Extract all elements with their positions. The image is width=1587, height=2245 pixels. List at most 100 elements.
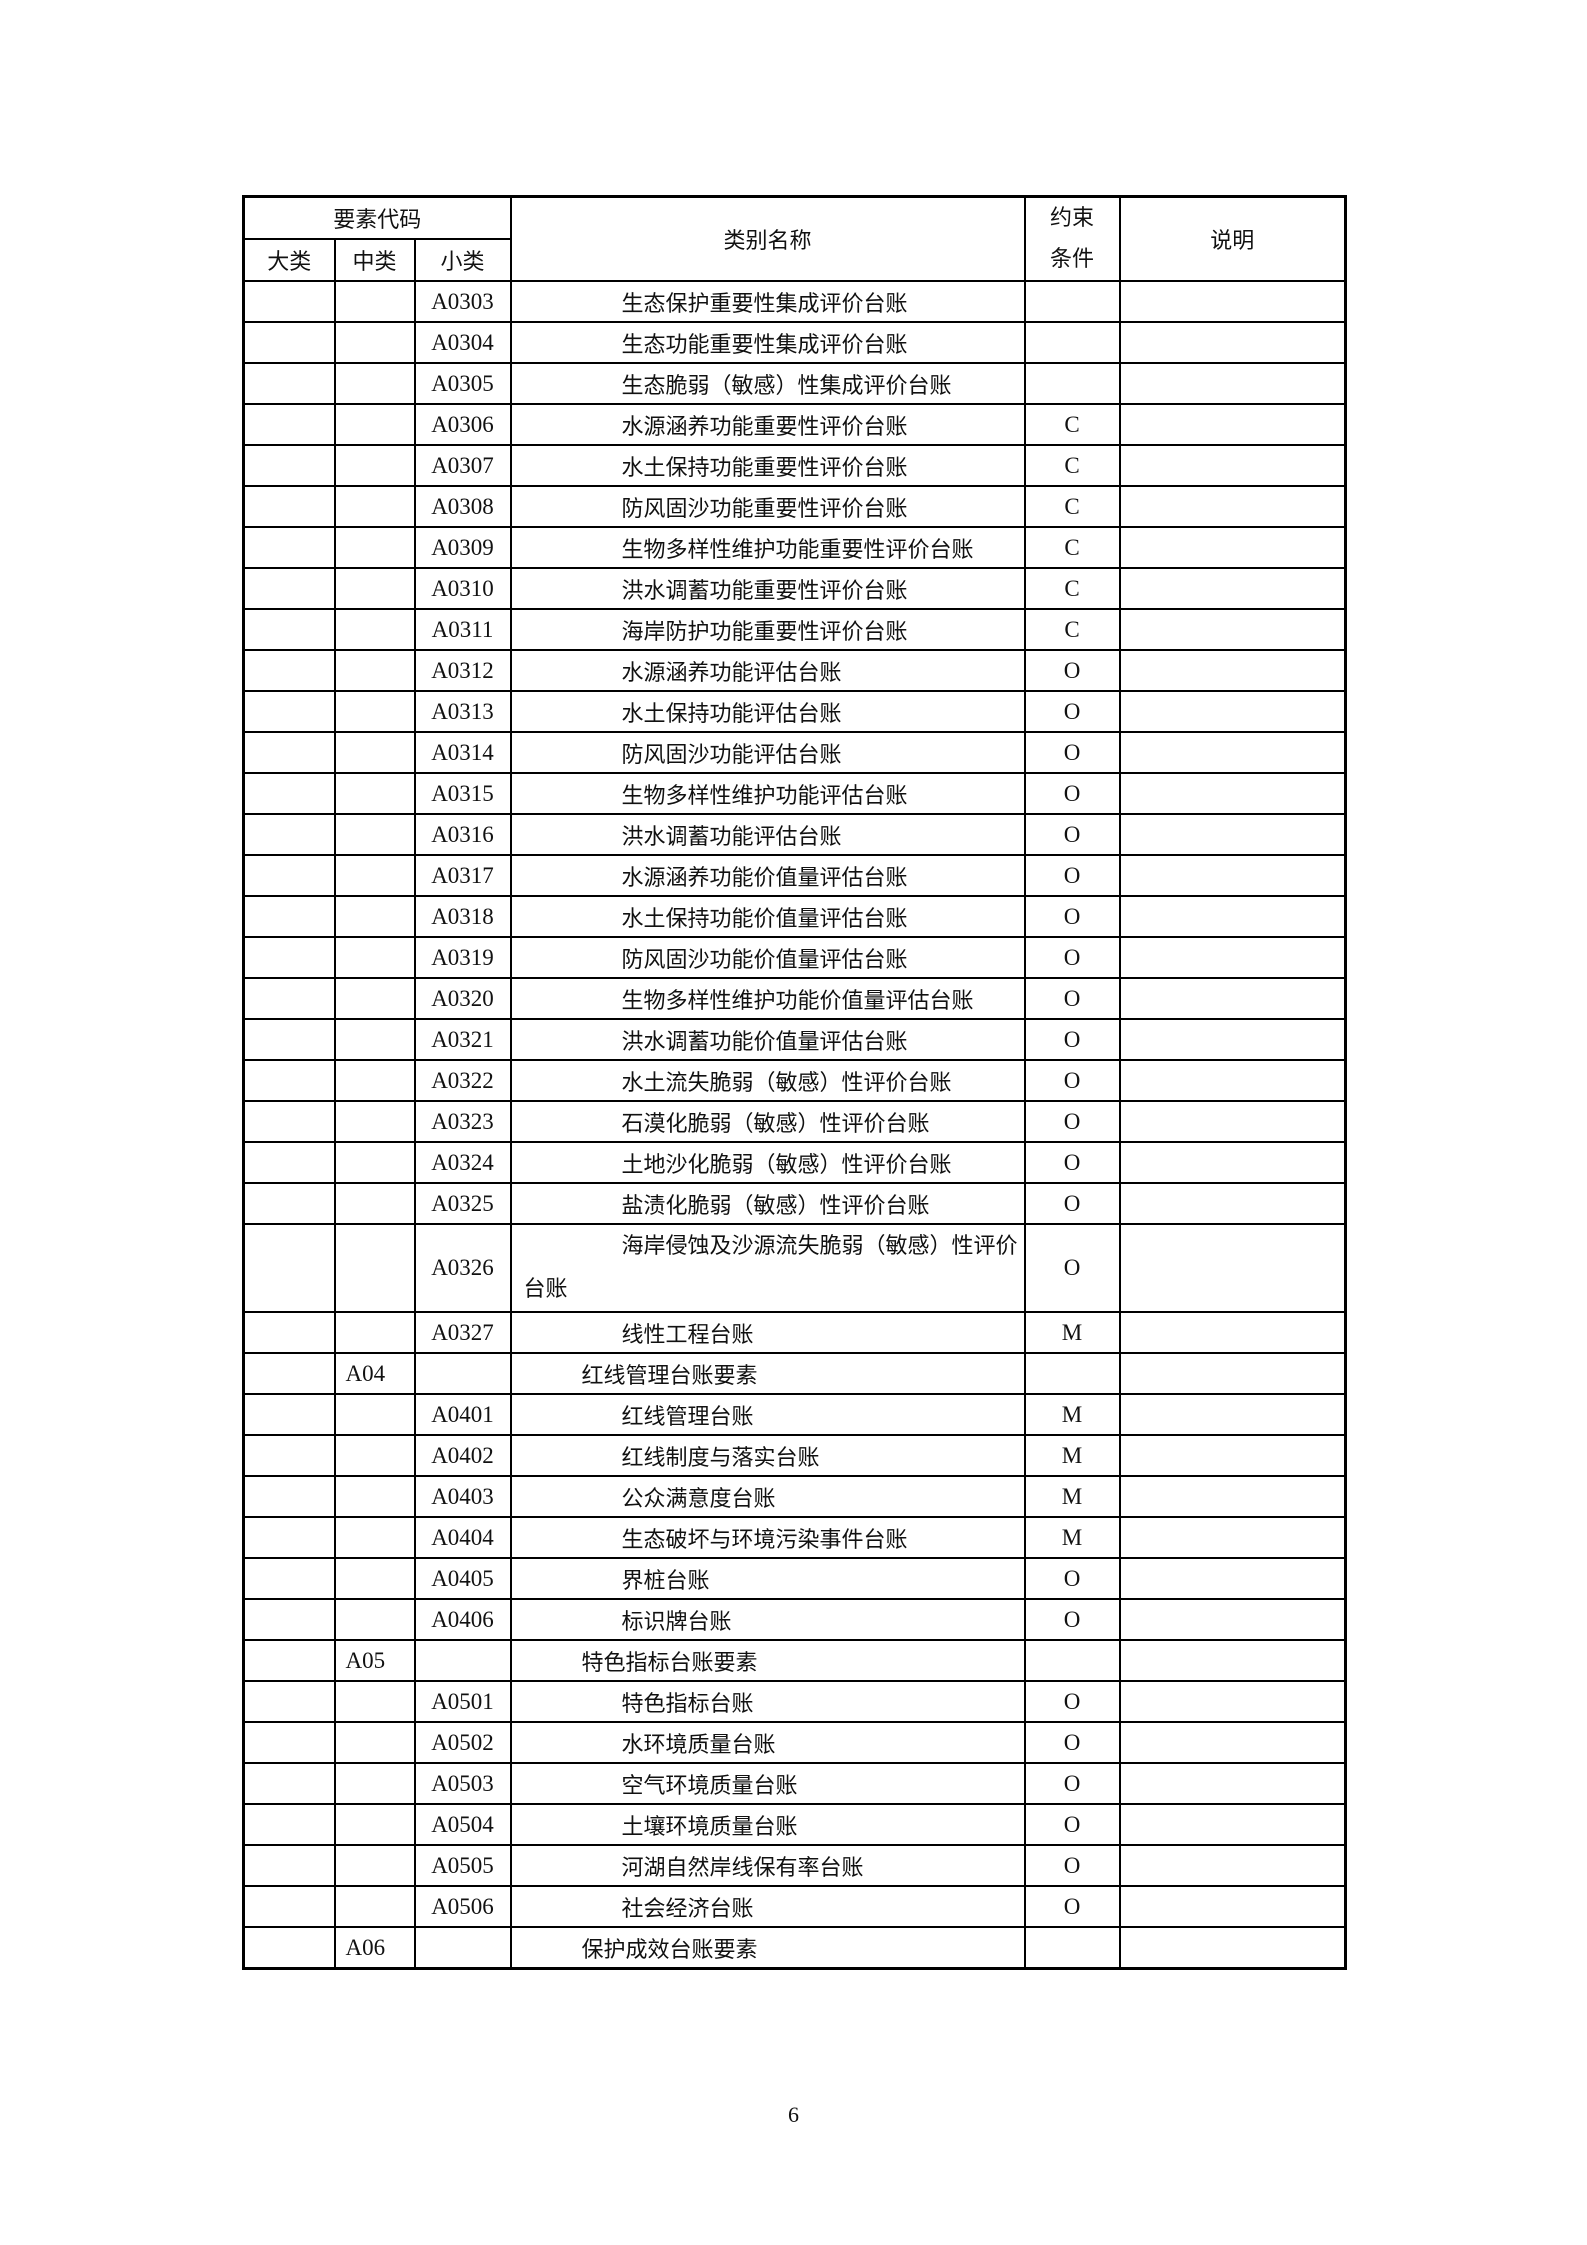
table-row: A0304 生态功能重要性集成评价台账 — [242, 321, 1347, 364]
note-cell — [1118, 403, 1347, 446]
minor-code-cell: A0404 — [413, 1516, 512, 1559]
major-cell — [242, 936, 336, 979]
page-number: 6 — [788, 2102, 799, 2127]
major-cell — [242, 1059, 336, 1102]
category-name-cell: 公众满意度台账 — [509, 1475, 1026, 1518]
major-cell — [242, 977, 336, 1020]
middle-code-cell — [333, 1598, 416, 1641]
table-row: A0324 土地沙化脆弱（敏感）性评价台账 O — [242, 1141, 1347, 1184]
table-row: A05 特色指标台账要素 — [242, 1639, 1347, 1682]
minor-code-cell: A0304 — [413, 321, 512, 364]
note-cell — [1118, 1475, 1347, 1518]
middle-code-cell — [333, 1885, 416, 1928]
constraint-cell: C — [1023, 526, 1121, 569]
minor-code-cell: A0317 — [413, 854, 512, 897]
major-cell — [242, 1182, 336, 1225]
note-cell — [1118, 936, 1347, 979]
major-cell — [242, 1223, 336, 1313]
minor-code-cell: A0309 — [413, 526, 512, 569]
middle-code-cell — [333, 321, 416, 364]
middle-code-cell — [333, 854, 416, 897]
note-cell — [1118, 280, 1347, 323]
major-cell — [242, 526, 336, 569]
middle-code-cell — [333, 1059, 416, 1102]
table-row: A0327 线性工程台账 M — [242, 1311, 1347, 1354]
major-cell — [242, 1885, 336, 1928]
middle-code-cell — [333, 690, 416, 733]
minor-code-cell: A0324 — [413, 1141, 512, 1184]
category-name-cell: 水源涵养功能价值量评估台账 — [509, 854, 1026, 897]
major-cell — [242, 362, 336, 405]
category-name-cell: 生态脆弱（敏感）性集成评价台账 — [509, 362, 1026, 405]
middle-code-cell — [333, 1557, 416, 1600]
header-constraint: 约束条件 — [1023, 195, 1121, 282]
constraint-cell: O — [1023, 1182, 1121, 1225]
constraint-cell: O — [1023, 1018, 1121, 1061]
middle-code-cell — [333, 936, 416, 979]
minor-code-cell: A0306 — [413, 403, 512, 446]
major-cell — [242, 1100, 336, 1143]
major-cell — [242, 608, 336, 651]
middle-code-cell — [333, 444, 416, 487]
note-cell — [1118, 1557, 1347, 1600]
major-cell — [242, 1926, 336, 1970]
minor-code-cell: A0323 — [413, 1100, 512, 1143]
table-row: A0313 水土保持功能评估台账 O — [242, 690, 1347, 733]
middle-code-cell: A04 — [333, 1352, 416, 1395]
table-row: A0312 水源涵养功能评估台账 O — [242, 649, 1347, 692]
table-row: A0502 水环境质量台账 O — [242, 1721, 1347, 1764]
constraint-cell: O — [1023, 731, 1121, 774]
note-cell — [1118, 1223, 1347, 1313]
minor-code-cell: A0504 — [413, 1803, 512, 1846]
category-name-cell: 防风固沙功能价值量评估台账 — [509, 936, 1026, 979]
major-cell — [242, 567, 336, 610]
note-cell — [1118, 690, 1347, 733]
note-cell — [1118, 1762, 1347, 1805]
minor-code-cell: A0322 — [413, 1059, 512, 1102]
category-name-cell: 水环境质量台账 — [509, 1721, 1026, 1764]
constraint-cell: O — [1023, 854, 1121, 897]
minor-code-cell: A0312 — [413, 649, 512, 692]
note-cell — [1118, 1311, 1347, 1354]
constraint-cell: C — [1023, 608, 1121, 651]
minor-code-cell: A0325 — [413, 1182, 512, 1225]
table-row: A0309 生物多样性维护功能重要性评价台账 C — [242, 526, 1347, 569]
major-cell — [242, 731, 336, 774]
category-name-cell: 标识牌台账 — [509, 1598, 1026, 1641]
minor-code-cell: A0314 — [413, 731, 512, 774]
note-cell — [1118, 1352, 1347, 1395]
minor-code-cell: A0305 — [413, 362, 512, 405]
constraint-cell: M — [1023, 1434, 1121, 1477]
major-cell — [242, 1680, 336, 1723]
major-cell — [242, 1639, 336, 1682]
header-code-group: 要素代码 — [242, 195, 512, 240]
note-cell — [1118, 362, 1347, 405]
category-name-cell: 社会经济台账 — [509, 1885, 1026, 1928]
constraint-cell: O — [1023, 1557, 1121, 1600]
category-name-cell: 土地沙化脆弱（敏感）性评价台账 — [509, 1141, 1026, 1184]
middle-code-cell — [333, 1803, 416, 1846]
category-name-cell: 特色指标台账 — [509, 1680, 1026, 1723]
note-cell — [1118, 813, 1347, 856]
middle-code-cell — [333, 526, 416, 569]
table-row: A0318 水土保持功能价值量评估台账 O — [242, 895, 1347, 938]
category-name-cell: 水土保持功能价值量评估台账 — [509, 895, 1026, 938]
table-row: A0319 防风固沙功能价值量评估台账 O — [242, 936, 1347, 979]
minor-code-cell: A0501 — [413, 1680, 512, 1723]
category-name-cell: 海岸侵蚀及沙源流失脆弱（敏感）性评价台账 — [509, 1223, 1026, 1313]
category-name-cell: 特色指标台账要素 — [509, 1639, 1026, 1682]
category-name-cell: 防风固沙功能评估台账 — [509, 731, 1026, 774]
minor-code-cell: A0502 — [413, 1721, 512, 1764]
major-cell — [242, 1721, 336, 1764]
middle-code-cell — [333, 813, 416, 856]
middle-code-cell: A06 — [333, 1926, 416, 1970]
constraint-cell: C — [1023, 567, 1121, 610]
minor-code-cell — [413, 1926, 512, 1970]
category-name-cell: 洪水调蓄功能重要性评价台账 — [509, 567, 1026, 610]
category-name-cell: 保护成效台账要素 — [509, 1926, 1026, 1970]
major-cell — [242, 1393, 336, 1436]
note-cell — [1118, 321, 1347, 364]
note-cell — [1118, 1018, 1347, 1061]
major-cell — [242, 690, 336, 733]
minor-code-cell: A0506 — [413, 1885, 512, 1928]
